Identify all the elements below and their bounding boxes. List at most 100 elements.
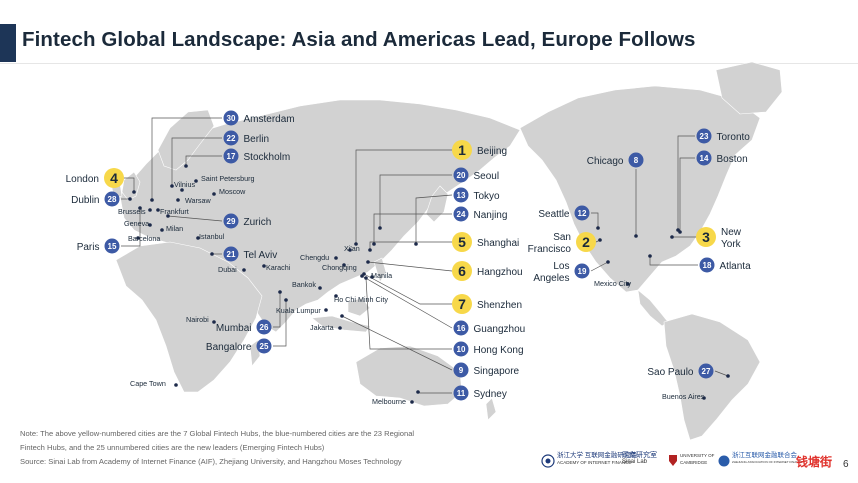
badge-toronto (696, 128, 712, 144)
badge-hong-kong (453, 341, 469, 357)
badge-number-beijing: 1 (458, 142, 466, 158)
connector-london (124, 177, 135, 192)
connector-amsterdam (150, 198, 154, 202)
city-label-bangalore: Bangalore (206, 342, 252, 353)
badge-nanjing (453, 206, 469, 222)
emerging-label-vilnius: Vilnius (174, 180, 195, 189)
connector-hangzhou (366, 260, 370, 264)
emerging-label-cape-town: Cape Town (130, 379, 166, 388)
emerging-dot-barcelona (136, 236, 140, 240)
emerging-label-geneva: Geneva (124, 219, 149, 228)
connector-sao-paulo (726, 374, 730, 378)
badge-number-shanghai: 5 (458, 234, 466, 250)
badge-number-new-york: 3 (702, 229, 710, 245)
badge-dublin (104, 191, 120, 207)
badge-number-los-angeles: 19 (578, 267, 587, 276)
emerging-dot-brussels (148, 208, 152, 212)
badge-tokyo (453, 187, 469, 203)
badge-chicago (628, 152, 644, 168)
badge-number-nanjing: 24 (457, 210, 466, 219)
connector-berlin (171, 137, 222, 186)
connector-shenzhen (362, 272, 366, 276)
badge-shanghai (452, 232, 472, 252)
emerging-dot-jakarta (338, 326, 342, 330)
aif-logo: 浙江大学 互联网金融研究院 ACADEMY OF INTERNET FINANC… (557, 452, 637, 465)
badge-number-sydney: 11 (457, 389, 466, 398)
badge-atlanta (699, 257, 715, 273)
badge-zurich (223, 213, 239, 229)
emerging-dot-chengdu (334, 256, 338, 260)
badge-number-mumbai: 26 (260, 323, 269, 332)
badge-number-zurich: 29 (227, 217, 236, 226)
connector-nanjing (372, 242, 376, 246)
emerging-label-xi-an: Xi'an (344, 244, 360, 253)
note-line-1: Note: The above yellow-numbered cities a… (20, 429, 415, 438)
city-label-beijing: Beijing (477, 146, 507, 157)
zju-seal-icon (541, 454, 555, 468)
emerging-label-chengdu: Chengdu (300, 253, 329, 262)
emerging-dot-buenos-aires (702, 396, 706, 400)
emerging-label-brussels: Brussels (118, 207, 146, 216)
connector-london (132, 190, 136, 194)
badge-london (104, 168, 124, 188)
connector-seattle (596, 226, 600, 230)
emerging-dot-cape-town (174, 383, 178, 387)
connector-hong-kong (364, 276, 368, 280)
south-america-landmass (663, 313, 761, 441)
brand-logo: 钱塘街 (796, 455, 833, 469)
central-america-landmass (637, 289, 669, 327)
connector-sao-paulo (714, 370, 729, 377)
badge-shenzhen (452, 294, 472, 314)
connector-singapore (341, 315, 453, 371)
emerging-dot-warsaw (176, 198, 180, 202)
emerging-label-frankfurt: Frankfurt (160, 207, 189, 216)
city-label-san-francisco: San Francisco (528, 232, 572, 255)
badge-number-tel-aviv: 21 (227, 250, 236, 259)
badge-number-seattle: 12 (578, 209, 587, 218)
cambridge-crest-icon (669, 455, 677, 466)
badge-number-toronto: 23 (700, 132, 709, 141)
title-accent-bar (0, 24, 16, 62)
connector-paris (121, 208, 141, 247)
emerging-dot-nairobi (212, 320, 216, 324)
city-label-guangzhou: Guangzhou (474, 324, 526, 335)
emerging-label-istanbul: Istanbul (199, 232, 225, 241)
city-label-nanjing: Nanjing (474, 210, 508, 221)
emerging-label-saint-petersburg: Saint Petersburg (201, 174, 255, 183)
emerging-dot-mexico-city (626, 282, 630, 286)
connector-chicago (634, 234, 638, 238)
connector-shenzhen (363, 273, 452, 305)
emerging-label-ho-chi-minh-city: Ho Chi Minh City (334, 295, 388, 304)
city-label-paris: Paris (77, 242, 100, 253)
emerging-label-moscow: Moscow (219, 187, 246, 196)
connector-zurich (167, 215, 223, 222)
badge-number-chicago: 8 (634, 156, 639, 165)
badge-amsterdam (223, 110, 239, 126)
badge-number-paris: 15 (108, 242, 117, 251)
badge-number-guangzhou: 16 (457, 324, 466, 333)
connector-berlin (170, 184, 174, 188)
emerging-dot-frankfurt (156, 208, 160, 212)
connector-seoul (378, 226, 382, 230)
emerging-label-karachi: Karachi (266, 263, 291, 272)
connector-hong-kong (365, 277, 452, 350)
note-line-2: Fintech Hubs, and the 25 unnumbered citi… (20, 443, 325, 452)
connector-seoul (379, 174, 452, 228)
zj-association-icon (718, 455, 730, 467)
emerging-dot-vilnius (180, 188, 184, 192)
title-divider (0, 63, 858, 64)
badge-number-tokyo: 13 (457, 191, 466, 200)
badge-seoul (453, 167, 469, 183)
emerging-dot-chongqing (342, 263, 346, 267)
emerging-dot-manila (370, 275, 374, 279)
connector-tokyo (414, 242, 418, 246)
page-number: 6 (843, 459, 849, 470)
badge-boston (696, 150, 712, 166)
city-label-shanghai: Shanghai (477, 238, 519, 249)
emerging-dot-xi-an (348, 248, 352, 252)
badge-new-york (696, 227, 716, 247)
emerging-dot-moscow (212, 192, 216, 196)
city-label-los-angeles: Los Angeles (533, 261, 569, 284)
connector-beijing (355, 149, 452, 244)
emerging-label-manila: Manila (371, 271, 392, 280)
